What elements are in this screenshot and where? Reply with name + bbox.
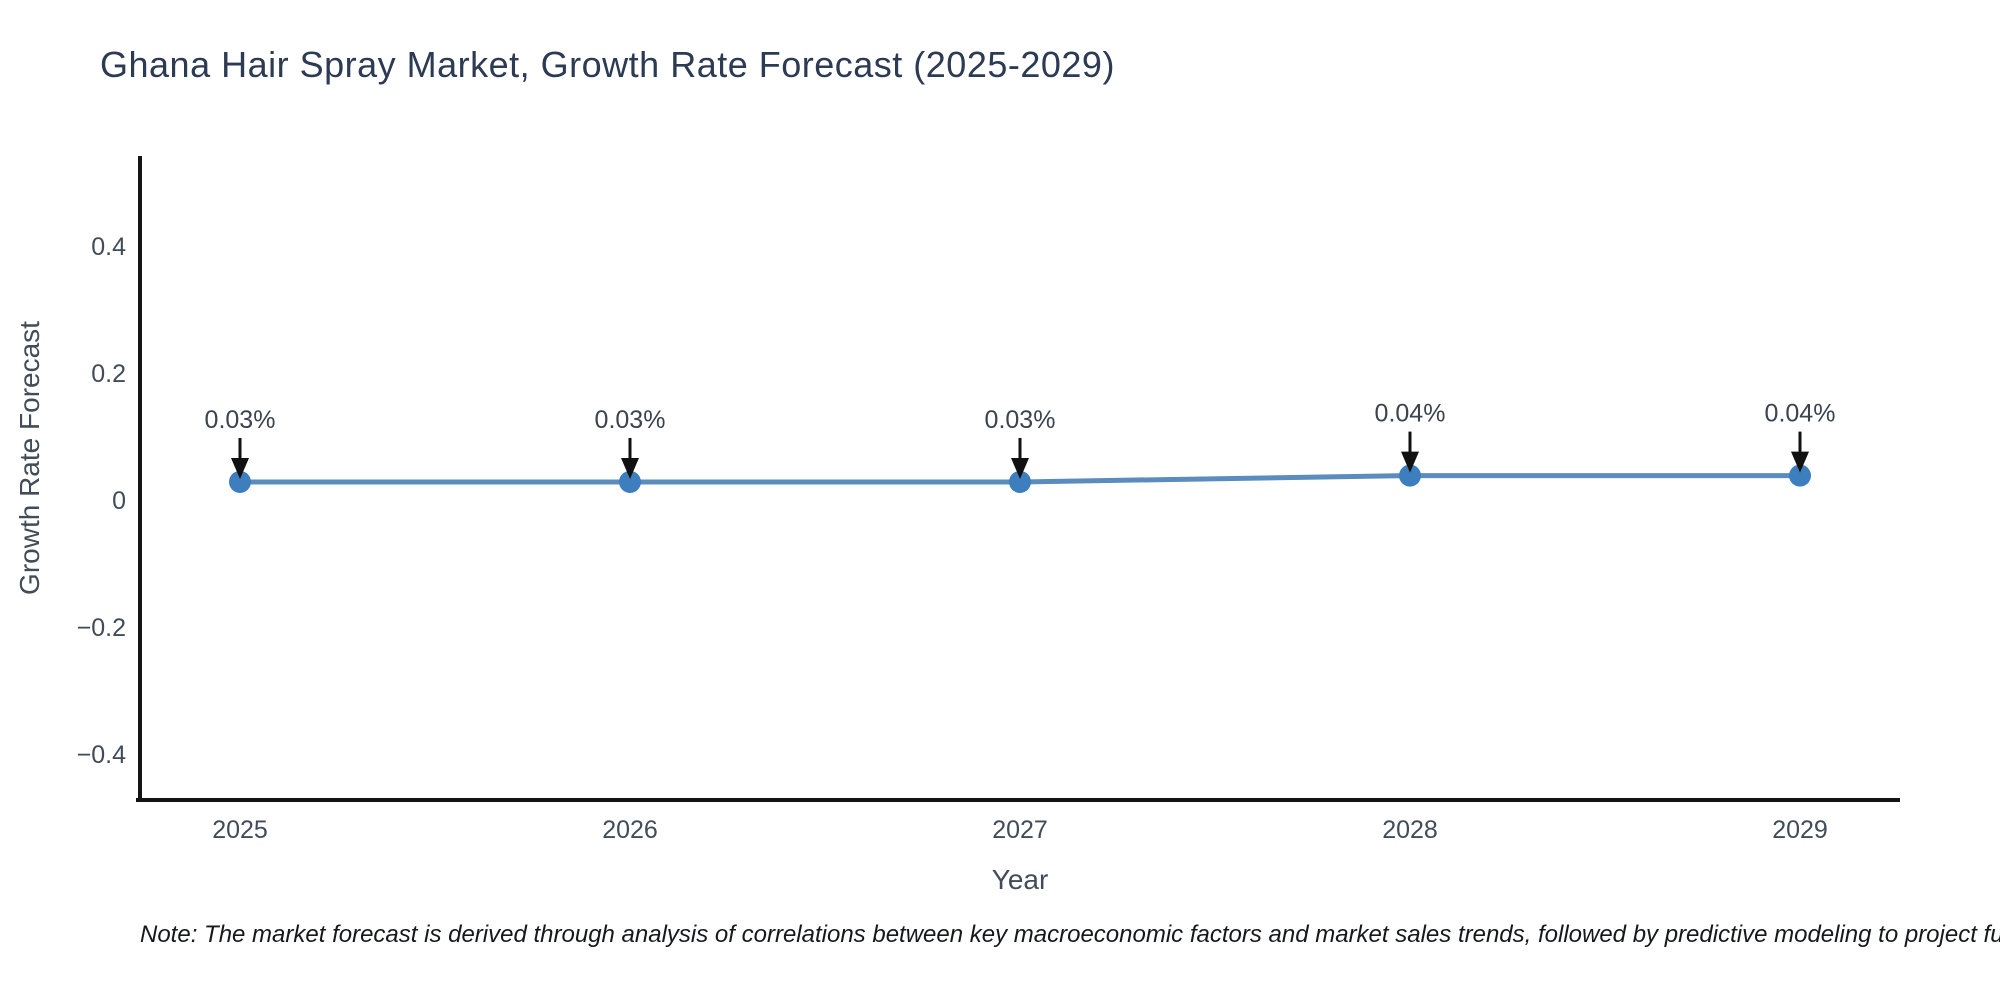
annotation-arrow-head: [1401, 451, 1419, 473]
y-tick-label: −0.2: [77, 614, 126, 642]
annotation-label: 0.03%: [205, 406, 276, 434]
y-tick-label: 0.4: [91, 233, 126, 261]
y-tick-label: −0.4: [77, 741, 126, 769]
annotation-arrow-head: [231, 457, 249, 479]
y-tick-label: 0.2: [91, 360, 126, 388]
annotation-arrow-head: [1791, 451, 1809, 473]
data-point: [1399, 464, 1421, 487]
data-point: [1789, 464, 1811, 487]
x-axis-title: Year: [991, 864, 1049, 895]
data-point: [1009, 470, 1031, 493]
annotation-label: 0.03%: [595, 406, 666, 434]
footnote: Note: The market forecast is derived thr…: [140, 921, 2000, 948]
annotation-arrow-head: [621, 457, 639, 479]
x-tick-label: 2025: [212, 816, 268, 844]
annotation-arrow-head: [1011, 457, 1029, 479]
x-tick-label: 2026: [602, 816, 658, 844]
y-tick-label: 0: [112, 487, 126, 515]
annotation-label: 0.04%: [1375, 400, 1446, 428]
x-tick-label: 2028: [1382, 816, 1438, 844]
chart-title: Ghana Hair Spray Market, Growth Rate For…: [100, 44, 1115, 85]
data-point: [619, 470, 641, 493]
annotation-label: 0.04%: [1765, 400, 1836, 428]
annotation-label: 0.03%: [985, 406, 1056, 434]
axis-spines: [136, 156, 1900, 802]
data-point: [229, 470, 251, 493]
x-tick-label: 2029: [1772, 816, 1828, 844]
x-tick-label: 2027: [992, 816, 1048, 844]
